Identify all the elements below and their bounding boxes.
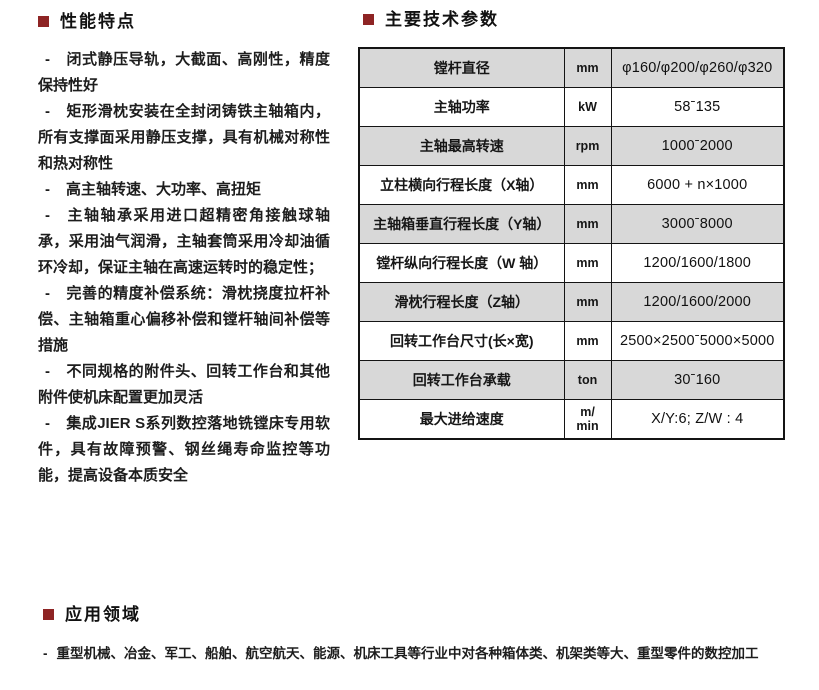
specs-title: 主要技术参数 [385,10,499,29]
item-dash: - [45,363,50,380]
feature-item-text: 主轴轴承采用进口超精密角接触球轴承，采用油气润滑，主轴套筒采用冷却油循环冷却，保… [38,207,330,276]
spec-value: 58ˉ135 [610,87,785,127]
specs-table: 镗杆直径 mm φ160/φ200/φ260/φ320 主轴功率 kW 58ˉ1… [358,47,785,440]
application-item: - 重型机械、冶金、军工、船舶、航空航天、能源、机床工具等行业中对各种箱体类、机架… [43,645,788,663]
spec-name: 回转工作台尺寸(长×宽) [358,321,565,361]
spec-value: 1200/1600/2000 [610,282,785,322]
spec-name: 主轴最高转速 [358,126,565,166]
spec-value: 2500×2500ˉ5000×5000 [610,321,785,361]
specs-section: 主要技术参数 镗杆直径 mm φ160/φ200/φ260/φ320 主轴功率 … [358,11,785,440]
feature-item-text: 完善的精度补偿系统：滑枕挠度拉杆补偿、主轴箱重心偏移补偿和镗杆轴间补偿等措施 [38,285,330,354]
spec-unit: m/ min [563,399,612,440]
spec-unit: mm [563,165,612,205]
spec-value: 6000 + n×1000 [610,165,785,205]
section-marker-square-icon [363,14,374,25]
applications-section: 应用领域 - 重型机械、冶金、军工、船舶、航空航天、能源、机床工具等行业中对各种箱… [43,606,788,663]
features-header: 性能特点 [38,13,330,30]
spec-unit: mm [563,204,612,244]
spec-name: 镗杆纵向行程长度（W 轴） [358,243,565,283]
spec-value: 30ˉ160 [610,360,785,400]
feature-item: - 完善的精度补偿系统：滑枕挠度拉杆补偿、主轴箱重心偏移补偿和镗杆轴间补偿等措施 [38,281,330,359]
spec-value: 1200/1600/1800 [610,243,785,283]
spec-name: 立柱横向行程长度（X轴） [358,165,565,205]
item-dash: - [43,646,48,661]
table-row: 滑枕行程长度（Z轴） mm 1200/1600/2000 [358,282,785,322]
item-dash: - [45,103,50,120]
spec-name: 滑枕行程长度（Z轴） [358,282,565,322]
feature-item-text: 不同规格的附件头、回转工作台和其他附件使机床配置更加灵活 [38,363,330,406]
item-dash: - [45,51,50,68]
table-row: 镗杆直径 mm φ160/φ200/φ260/φ320 [358,47,785,88]
spec-unit: mm [563,243,612,283]
spec-unit: kW [563,87,612,127]
table-row: 主轴最高转速 rpm 1000ˉ2000 [358,126,785,166]
specs-header: 主要技术参数 [363,11,783,28]
spec-name: 主轴箱垂直行程长度（Y轴） [358,204,565,244]
item-dash: - [45,181,50,198]
spec-name: 镗杆直径 [358,47,565,88]
feature-item-text: 高主轴转速、大功率、高扭矩 [66,181,262,198]
applications-header: 应用领域 [43,606,788,623]
item-dash: - [45,415,50,432]
feature-item-text: 集成JIER S系列数控落地铣镗床专用软件，具有故障预警、钢丝绳寿命监控等功能，… [38,415,330,484]
feature-item: - 主轴轴承采用进口超精密角接触球轴承，采用油气润滑，主轴套筒采用冷却油循环冷却，… [38,203,330,281]
item-dash: - [45,285,50,302]
spec-value: 3000ˉ8000 [610,204,785,244]
features-section: 性能特点 - 闭式静压导轨，大截面、高刚性，精度保持性好 - 矩形滑枕安装在全封闭铸… [38,13,330,489]
table-row: 最大进给速度 m/ min X/Y:6; Z/W : 4 [358,399,785,440]
spec-unit: mm [563,321,612,361]
item-dash: - [45,207,50,224]
spec-value: φ160/φ200/φ260/φ320 [610,47,785,88]
spec-value: 1000ˉ2000 [610,126,785,166]
feature-item: - 不同规格的附件头、回转工作台和其他附件使机床配置更加灵活 [38,359,330,411]
feature-item-text: 闭式静压导轨，大截面、高刚性，精度保持性好 [38,51,330,94]
feature-item: - 高主轴转速、大功率、高扭矩 [38,177,330,203]
feature-item: - 闭式静压导轨，大截面、高刚性，精度保持性好 [38,47,330,99]
applications-title: 应用领域 [65,605,141,624]
application-item-text: 重型机械、冶金、军工、船舶、航空航天、能源、机床工具等行业中对各种箱体类、机架类… [56,646,759,661]
spec-name: 最大进给速度 [358,399,565,440]
spec-name: 主轴功率 [358,87,565,127]
table-row: 镗杆纵向行程长度（W 轴） mm 1200/1600/1800 [358,243,785,283]
features-list: - 闭式静压导轨，大截面、高刚性，精度保持性好 - 矩形滑枕安装在全封闭铸铁主轴箱内… [38,47,330,489]
spec-unit: mm [563,282,612,322]
feature-item: - 集成JIER S系列数控落地铣镗床专用软件，具有故障预警、钢丝绳寿命监控等功能… [38,411,330,489]
spec-unit: ton [563,360,612,400]
feature-item-text: 矩形滑枕安装在全封闭铸铁主轴箱内，所有支撑面采用静压支撑，具有机械对称性和热对称… [38,103,330,172]
table-row: 主轴功率 kW 58ˉ135 [358,87,785,127]
spec-unit: rpm [563,126,612,166]
table-row: 立柱横向行程长度（X轴） mm 6000 + n×1000 [358,165,785,205]
spec-name: 回转工作台承载 [358,360,565,400]
spec-unit: mm [563,47,612,88]
table-row: 回转工作台承载 ton 30ˉ160 [358,360,785,400]
table-row: 主轴箱垂直行程长度（Y轴） mm 3000ˉ8000 [358,204,785,244]
spec-value: X/Y:6; Z/W : 4 [610,399,785,440]
section-marker-square-icon [43,609,54,620]
features-title: 性能特点 [60,12,136,31]
feature-item: - 矩形滑枕安装在全封闭铸铁主轴箱内，所有支撑面采用静压支撑，具有机械对称性和热对… [38,99,330,177]
section-marker-square-icon [38,16,49,27]
table-row: 回转工作台尺寸(长×宽) mm 2500×2500ˉ5000×5000 [358,321,785,361]
